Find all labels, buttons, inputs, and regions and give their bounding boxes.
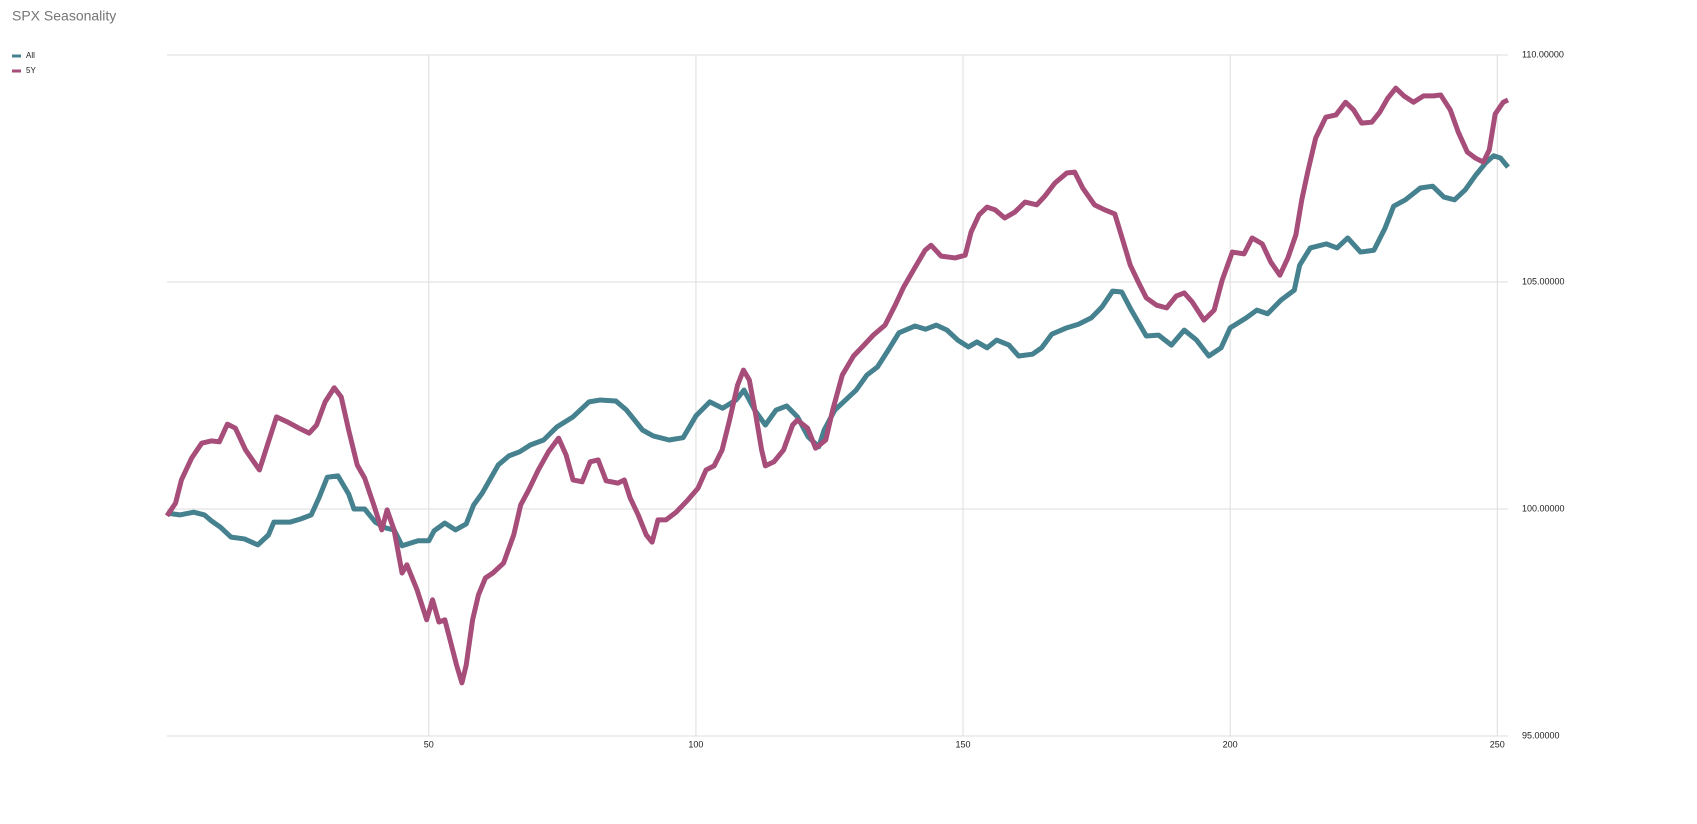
y-tick-label: 100.00000	[1522, 503, 1565, 513]
legend-label: All	[26, 51, 35, 60]
x-tick-label: 50	[424, 739, 434, 749]
y-tick-label: 95.00000	[1522, 730, 1560, 740]
x-tick-label: 250	[1490, 739, 1505, 749]
x-tick-label: 150	[956, 739, 971, 749]
x-tick-label: 100	[688, 739, 703, 749]
x-tick-label: 200	[1223, 739, 1238, 749]
chart-title: SPX Seasonality	[12, 8, 116, 24]
legend-label: 5Y	[26, 66, 36, 75]
y-tick-label: 105.00000	[1522, 276, 1565, 286]
series-line	[164, 85, 1510, 686]
y-tick-label: 110.00000	[1522, 49, 1564, 59]
